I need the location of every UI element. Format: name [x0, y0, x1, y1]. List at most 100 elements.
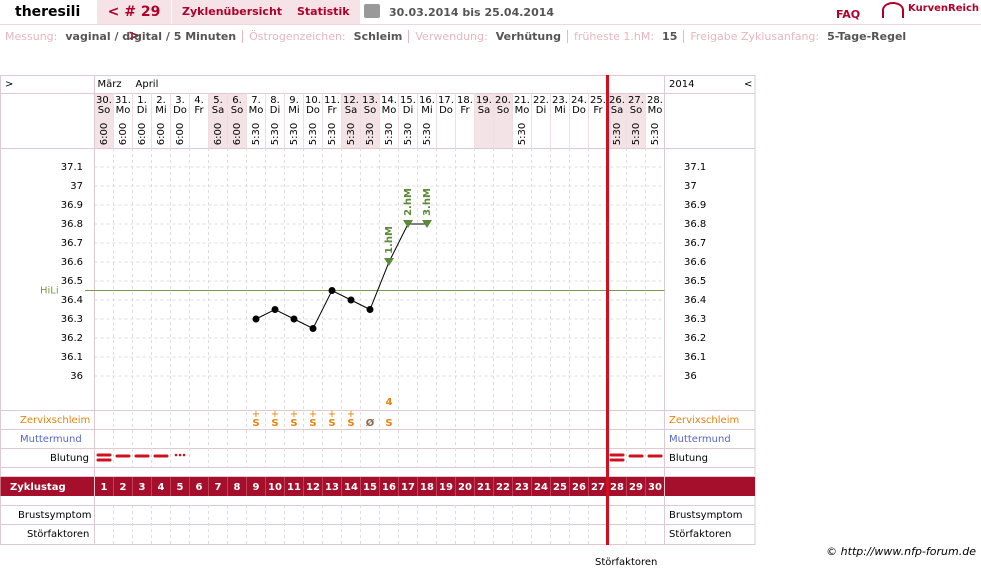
y-tick-label: 37.1: [684, 162, 706, 173]
peak-label: 3.hM: [422, 188, 433, 216]
weekend-shade: [626, 93, 646, 148]
print-icon[interactable]: [364, 4, 380, 18]
weekday: Mi: [554, 105, 565, 116]
copyright: © http://www.nfp-forum.de: [826, 545, 976, 558]
weekend-shade: [360, 93, 380, 148]
weekday: Fr: [460, 105, 470, 116]
date: 25.: [590, 95, 606, 106]
logo[interactable]: KurvenReich: [908, 3, 980, 14]
y-tick-label: 36.6: [61, 257, 83, 268]
setting: Messung: vaginal / digital / 5 Minuten: [5, 30, 242, 43]
time: 5:30: [289, 123, 300, 145]
cycle-day: 22: [496, 482, 510, 493]
cycle-day: 18: [420, 482, 434, 493]
row-label: Brustsymptom: [669, 510, 742, 521]
month: März: [98, 79, 122, 90]
temp-point: [252, 315, 260, 323]
cervix-top: +: [328, 409, 336, 420]
setting-value: 5-Tage-Regel: [827, 30, 907, 43]
row-label: Zervixschleim: [669, 415, 739, 426]
y-tick-label: 36.3: [61, 314, 83, 325]
date: 4.: [194, 95, 204, 106]
date: 21.: [514, 95, 530, 106]
cycle-day: 9: [253, 482, 260, 493]
date: 24.: [571, 95, 587, 106]
temp-point: [271, 306, 279, 313]
time: 6:00: [118, 123, 129, 145]
row-label: Zervixschleim: [20, 415, 90, 426]
time: 5:30: [270, 123, 281, 145]
peak-marker: [403, 220, 413, 228]
cervix-symbol: Ø: [366, 417, 375, 429]
cycle-day: 14: [344, 482, 358, 493]
weekday: Mo: [116, 105, 131, 116]
y-tick-label: 36.5: [684, 276, 706, 287]
time: 6:00: [99, 123, 110, 145]
faq-link[interactable]: FAQ: [836, 8, 861, 21]
weekday: So: [497, 105, 509, 116]
cervix-symbol: S: [271, 418, 278, 429]
date: 8.: [270, 95, 280, 106]
temp-line: [255, 223, 427, 330]
cycle-day: 28: [610, 482, 624, 493]
date: 15.: [400, 95, 416, 106]
cycle-day: 17: [401, 482, 415, 493]
cycle-day: 15: [363, 482, 377, 493]
date: 27.: [628, 95, 644, 106]
row-label: Blutung: [669, 453, 708, 464]
cervix-symbol: S: [290, 418, 297, 429]
weekday: Fr: [194, 105, 204, 116]
row-label: Störfaktoren: [27, 529, 89, 540]
date: 2.: [156, 95, 166, 106]
time: 6:00: [213, 123, 224, 145]
tab[interactable]: Zyklenübersicht: [172, 0, 293, 24]
cycle-day: 23: [515, 482, 529, 493]
date: 20.: [495, 95, 511, 106]
time: 5:30: [517, 123, 528, 145]
date: 30.: [96, 95, 112, 106]
weekend-shade: [227, 93, 247, 148]
row-label: Muttermund: [669, 434, 731, 445]
year: 2014: [669, 79, 694, 90]
time: 5:30: [650, 123, 661, 145]
date: 12.: [343, 95, 359, 106]
cycle-day: 10: [268, 482, 282, 493]
cervix-symbol: S: [385, 418, 392, 429]
weekday: Do: [173, 105, 187, 116]
tab[interactable]: Statistik: [287, 0, 360, 24]
y-tick-label: 36.7: [61, 238, 83, 249]
y-tick-label: 36.2: [61, 333, 83, 344]
weekday: Sa: [345, 105, 357, 116]
logo-icon: [882, 2, 904, 18]
setting: Verwendung: Verhütung: [408, 30, 567, 43]
date: 13.: [362, 95, 378, 106]
row-label: Brustsymptom: [18, 510, 91, 521]
setting: Östrogenzeichen: Schleim: [242, 30, 409, 43]
date: 16.: [419, 95, 435, 106]
date: 22.: [533, 95, 549, 106]
y-tick-label: 36: [684, 371, 697, 382]
time: 5:30: [327, 123, 338, 145]
row-label: Muttermund: [20, 434, 82, 445]
temp-point: [309, 325, 317, 332]
y-tick-label: 36.2: [684, 333, 706, 344]
weekday: Mi: [288, 105, 299, 116]
weekday: Do: [572, 105, 586, 116]
time: 5:30: [251, 123, 262, 145]
bleeding-mark: [178, 453, 182, 457]
cervix-symbol: S: [328, 418, 335, 429]
weekend-shade: [493, 93, 513, 148]
date: 5.: [213, 95, 223, 106]
setting-label: Messung:: [5, 30, 58, 43]
y-tick-label: 36.9: [61, 200, 83, 211]
cycle-day: 26: [572, 482, 586, 493]
setting: Freigabe Zyklusanfang: 5-Tage-Regel: [683, 30, 913, 43]
cervix-note: 4: [386, 397, 393, 408]
row-label: Zyklustag: [10, 482, 66, 493]
cycle-day: 25: [553, 482, 567, 493]
weekend-shade: [341, 93, 361, 148]
weekday: Mo: [249, 105, 264, 116]
setting: früheste 1.hM: 15: [566, 30, 684, 43]
cycle-nav[interactable]: < # 29 >: [97, 0, 171, 44]
y-tick-label: 36.9: [684, 200, 706, 211]
